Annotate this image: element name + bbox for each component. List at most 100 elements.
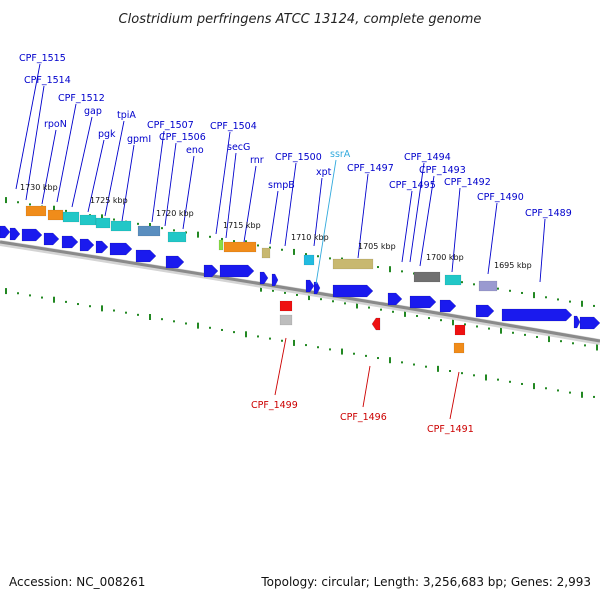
- leader-line: [362, 365, 371, 408]
- forward-gene-arrow: [579, 316, 600, 330]
- rna-gene-label: ssrA: [330, 149, 351, 160]
- forward-gene-label: CPF_1512: [58, 93, 105, 104]
- forward-gene-label: pgk: [98, 129, 116, 140]
- forward-gene-arrow: [219, 264, 255, 278]
- scale-label: 1720 kbp: [156, 209, 194, 218]
- feature-box: [413, 271, 441, 283]
- leader-line: [182, 155, 195, 230]
- scale-label: 1725 kbp: [90, 196, 128, 205]
- scale-labels: 1730 kbp 1725 kbp 1720 kbp 1715 kbp 1710 kbp…: [20, 183, 532, 270]
- forward-gene-arrow: [573, 315, 581, 329]
- scale-label: 1710 kbp: [291, 233, 329, 242]
- forward-gene-label: CPF_1500: [275, 152, 322, 163]
- genome-backbone: [0, 240, 600, 345]
- leader-line: [41, 129, 57, 205]
- leader-line: [243, 165, 257, 243]
- feature-boxes: [25, 205, 498, 354]
- feature-box: [79, 214, 97, 226]
- feature-box: [279, 314, 293, 326]
- forward-gene-label: rnr: [250, 155, 264, 166]
- feature-box: [279, 300, 293, 312]
- leader-line: [409, 162, 425, 263]
- forward-gene-arrow: [61, 235, 79, 249]
- forward-gene-label: gpmI: [127, 134, 151, 145]
- feature-box: [137, 225, 161, 237]
- forward-gene-arrow: [165, 255, 185, 269]
- forward-gene-label: CPF_1492: [444, 177, 491, 188]
- reverse-gene-label: CPF_1491: [427, 424, 474, 435]
- leader-line: [15, 63, 41, 190]
- forward-gene-label: gap: [84, 106, 102, 117]
- forward-gene-arrow: [387, 292, 403, 306]
- forward-gene-label: eno: [186, 145, 204, 156]
- forward-gene-label: CPF_1495: [389, 180, 436, 191]
- feature-box: [110, 220, 132, 232]
- topology-text: Topology: circular; Length: 3,256,683 bp…: [260, 575, 591, 589]
- forward-gene-label: CPF_1514: [24, 75, 71, 86]
- tick-marks: [5, 197, 598, 398]
- forward-gene-arrow: [0, 225, 11, 239]
- forward-gene-label: CPF_1490: [477, 192, 524, 203]
- forward-gene-arrow: [135, 249, 157, 263]
- forward-gene-arrow: [43, 232, 60, 246]
- leader-line: [357, 173, 369, 259]
- forward-gene-arrow: [109, 242, 133, 256]
- feature-box: [62, 211, 80, 223]
- scale-label: 1715 kbp: [223, 221, 261, 230]
- leader-line: [401, 190, 413, 263]
- forward-gene-arrow: [9, 227, 21, 241]
- forward-gene-label: tpiA: [117, 110, 136, 121]
- leader-line: [487, 202, 498, 275]
- leader-line: [87, 139, 105, 213]
- leader-line: [449, 371, 460, 420]
- feature-box: [444, 274, 462, 286]
- reverse-gene-label: CPF_1499: [251, 400, 298, 411]
- leader-line: [104, 120, 125, 217]
- forward-gene-arrow: [305, 279, 315, 293]
- feature-box: [453, 342, 465, 354]
- forward-gene-arrow: [439, 299, 457, 313]
- leader-line: [225, 152, 237, 239]
- leader-line: [539, 218, 546, 283]
- forward-gene-arrow: [409, 295, 437, 309]
- forward-gene-label: CPF_1504: [210, 121, 257, 132]
- forward-gene-arrow: [203, 264, 219, 278]
- forward-gene-label: xpt: [316, 167, 332, 178]
- feature-box: [478, 280, 498, 292]
- leader-line: [451, 187, 461, 273]
- reverse-gene-label: CPF_1496: [340, 412, 387, 423]
- scale-label: 1730 kbp: [20, 183, 58, 192]
- forward-gene-label: CPF_1489: [525, 208, 572, 219]
- forward-gene-arrow: [501, 308, 573, 322]
- forward-gene-label: rpoN: [44, 119, 67, 130]
- leader-line: [121, 144, 135, 222]
- scale-label: 1700 kbp: [426, 253, 464, 262]
- leader-line: [284, 162, 297, 247]
- forward-gene-label: CPF_1506: [159, 132, 206, 143]
- forward-gene-arrow: [332, 284, 374, 298]
- feature-box: [303, 254, 315, 266]
- leader-line: [215, 131, 231, 235]
- forward-gene-label: CPF_1493: [419, 165, 466, 176]
- feature-box: [261, 247, 271, 259]
- forward-gene-arrow: [271, 273, 279, 287]
- map-title: Clostridium perfringens ATCC 13124, comp…: [119, 12, 482, 27]
- feature-box: [95, 217, 111, 229]
- leader-line: [419, 175, 435, 267]
- leader-line: [56, 103, 77, 203]
- forward-gene-label: CPF_1515: [19, 53, 66, 64]
- leader-line: [274, 337, 287, 396]
- leader-line: [25, 85, 45, 201]
- reverse-gene-arrow: [371, 317, 381, 331]
- feature-box: [454, 324, 466, 336]
- forward-gene-arrow: [21, 228, 43, 242]
- forward-gene-arrow: [95, 240, 109, 254]
- label-leader-lines: [15, 63, 546, 420]
- leader-line: [164, 142, 177, 227]
- gene-arrows: [0, 225, 600, 331]
- forward-gene-arrow: [259, 271, 269, 285]
- leader-line: [151, 130, 165, 223]
- leader-line: [313, 177, 323, 247]
